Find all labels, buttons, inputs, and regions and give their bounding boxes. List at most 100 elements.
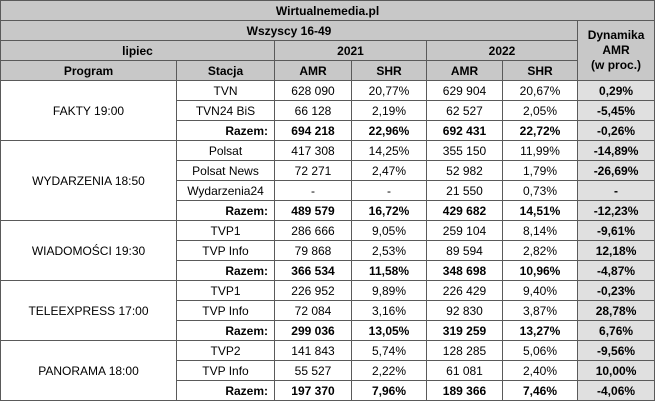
amr-2021-value: 417 308	[274, 140, 352, 161]
shr-2022-value: 3,87%	[502, 300, 578, 321]
amr-2021-column-header: AMR	[274, 60, 352, 81]
amr-2021-value: 299 036	[274, 320, 352, 341]
shr-2022-value: 2,82%	[502, 240, 578, 261]
year-2021-header: 2021	[274, 40, 427, 61]
table-row: WYDARZENIA 18:50 Polsat 417 308 14,25% 355 1…	[0, 140, 655, 221]
dynamics-value: -9,61%	[576, 220, 655, 241]
station-name: Polsat News	[176, 160, 275, 181]
amr-2022-value: 21 550	[426, 180, 503, 201]
dynamics-value: -12,23%	[576, 200, 655, 221]
shr-2021-value: 9,89%	[351, 280, 427, 301]
table-row: FAKTY 19:00 TVN 628 090 20,77% 629 904 20,67%…	[0, 80, 655, 141]
table-row: WIADOMOŚCI 19:30 TVP1 286 666 9,05% 259 104 8…	[0, 220, 655, 281]
amr-2022-value: 61 081	[426, 360, 503, 381]
total-row: Razem: 366 534 11,58% 348 698 10,96% -4,87%	[1, 260, 655, 281]
shr-2021-value: 22,96%	[351, 120, 427, 141]
month-header: lipiec	[0, 40, 275, 61]
shr-2022-column-header: SHR	[502, 60, 578, 81]
dynamics-value: -0,26%	[576, 120, 655, 141]
amr-2022-value: 355 150	[426, 140, 503, 161]
dynamics-value: -14,89%	[576, 140, 655, 161]
program-name: WYDARZENIA 18:50	[0, 140, 177, 221]
amr-2022-value: 429 682	[426, 200, 503, 221]
dynamics-header-line3: (w proc.)	[591, 58, 642, 72]
program-name: TELEEXPRESS 17:00	[0, 280, 177, 341]
dynamics-value: -9,56%	[576, 340, 655, 361]
amr-2021-value: 72 271	[274, 160, 352, 181]
shr-2021-value: 11,58%	[351, 260, 427, 281]
total-label: Razem:	[176, 320, 275, 341]
station-name: TVP Info	[176, 300, 275, 321]
total-label: Razem:	[176, 380, 275, 401]
dynamics-header-line1: Dynamika	[587, 28, 645, 42]
dynamics-value: 10,00%	[576, 360, 655, 381]
dynamics-header: Dynamika AMR (w proc.)	[576, 20, 655, 81]
amr-2021-value: 66 128	[274, 100, 352, 121]
dynamics-value: -	[576, 180, 655, 201]
dynamics-value: -0,23%	[576, 280, 655, 301]
amr-2021-value: -	[274, 180, 352, 201]
amr-2021-value: 55 527	[274, 360, 352, 381]
total-row: Razem: 299 036 13,05% 319 259 13,27% 6,76%	[1, 320, 655, 341]
station-name: Wydarzenia24	[176, 180, 275, 201]
shr-2022-value: 22,72%	[502, 120, 578, 141]
amr-2022-value: 348 698	[426, 260, 503, 281]
amr-2022-value: 52 982	[426, 160, 503, 181]
amr-2021-value: 628 090	[274, 80, 352, 101]
dynamics-value: 0,29%	[576, 80, 655, 101]
shr-2021-value: 7,96%	[351, 380, 427, 401]
shr-2021-value: 16,72%	[351, 200, 427, 221]
program-name: WIADOMOŚCI 19:30	[0, 220, 177, 281]
dynamics-value: 12,18%	[576, 240, 655, 261]
shr-2021-value: 2,47%	[351, 160, 427, 181]
shr-2021-column-header: SHR	[351, 60, 427, 81]
amr-2021-value: 79 868	[274, 240, 352, 261]
table-row: TVP Info 55 527 2,22% 61 081 2,40% 10,00%	[1, 360, 655, 381]
shr-2022-value: 13,27%	[502, 320, 578, 341]
amr-2022-value: 629 904	[426, 80, 503, 101]
program-name: FAKTY 19:00	[0, 80, 177, 141]
station-column-header: Stacja	[176, 60, 275, 81]
shr-2021-value: 14,25%	[351, 140, 427, 161]
shr-2022-value: 9,40%	[502, 280, 578, 301]
station-name: TVP2	[176, 340, 275, 361]
shr-2021-value: 13,05%	[351, 320, 427, 341]
amr-2022-value: 226 429	[426, 280, 503, 301]
total-label: Razem:	[176, 260, 275, 281]
total-row: Razem: 489 579 16,72% 429 682 14,51% -12,23%	[1, 200, 655, 221]
year-2022-header: 2022	[426, 40, 578, 61]
shr-2021-value: 3,16%	[351, 300, 427, 321]
table-row: TVP Info 72 084 3,16% 92 830 3,87% 28,78%	[1, 300, 655, 321]
station-name: TVP1	[176, 220, 275, 241]
shr-2022-value: 2,05%	[502, 100, 578, 121]
table-title: Wirtualnemedia.pl	[0, 0, 655, 21]
dynamics-value: 28,78%	[576, 300, 655, 321]
table-row: TVP Info 79 868 2,53% 89 594 2,82% 12,18%	[1, 240, 655, 261]
shr-2021-value: 5,74%	[351, 340, 427, 361]
dynamics-value: -4,06%	[576, 380, 655, 401]
program-name: PANORAMA 18:00	[0, 340, 177, 401]
program-column-header: Program	[0, 60, 177, 81]
total-label: Razem:	[176, 200, 275, 221]
shr-2021-value: 20,77%	[351, 80, 427, 101]
amr-2022-value: 189 366	[426, 380, 503, 401]
amr-2021-value: 141 843	[274, 340, 352, 361]
shr-2022-value: 5,06%	[502, 340, 578, 361]
shr-2021-value: 2,22%	[351, 360, 427, 381]
shr-2021-value: 2,19%	[351, 100, 427, 121]
shr-2022-value: 20,67%	[502, 80, 578, 101]
shr-2022-value: 11,99%	[502, 140, 578, 161]
table-row: TELEEXPRESS 17:00 TVP1 226 952 9,89% 226 429…	[0, 280, 655, 341]
table-row: TVN24 BiS 66 128 2,19% 62 527 2,05% -5,45%	[1, 100, 655, 121]
station-name: TVP1	[176, 280, 275, 301]
shr-2021-value: 9,05%	[351, 220, 427, 241]
amr-2022-value: 319 259	[426, 320, 503, 341]
shr-2022-value: 2,40%	[502, 360, 578, 381]
amr-2022-value: 62 527	[426, 100, 503, 121]
shr-2022-value: 0,73%	[502, 180, 578, 201]
amr-2022-value: 128 285	[426, 340, 503, 361]
shr-2022-value: 14,51%	[502, 200, 578, 221]
shr-2022-value: 1,79%	[502, 160, 578, 181]
table-subtitle: Wszyscy 16-49	[0, 20, 578, 41]
